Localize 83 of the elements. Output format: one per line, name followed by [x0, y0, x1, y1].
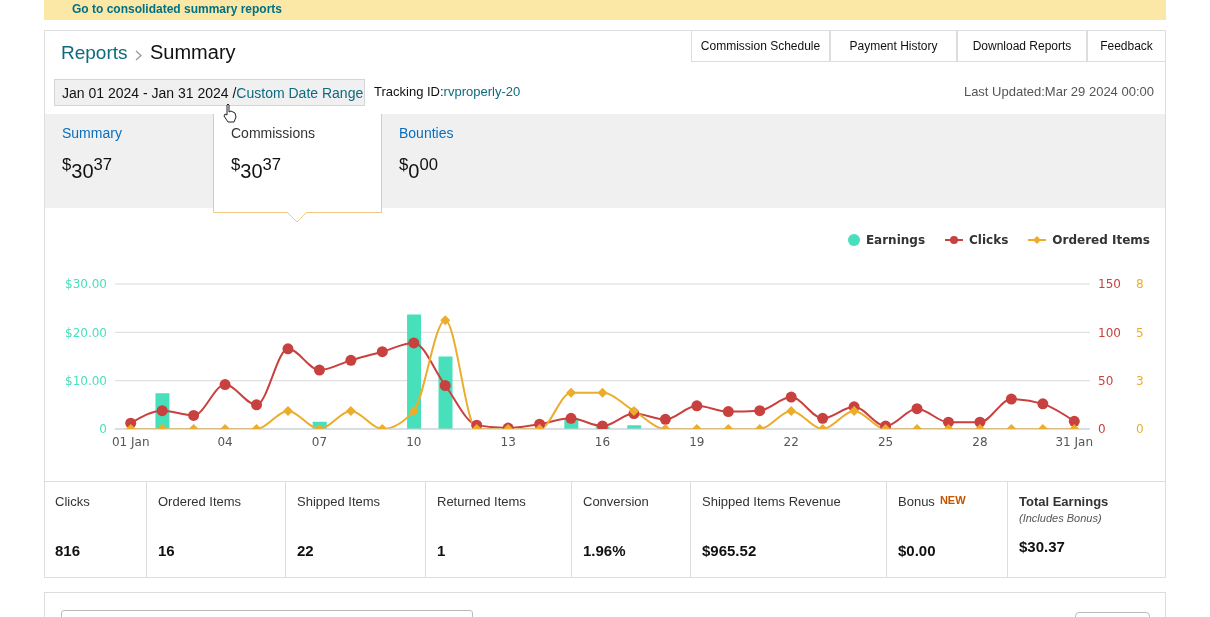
- text: Shipped Items Revenue: [702, 494, 841, 509]
- point: [1005, 393, 1017, 405]
- x-tick-label: 13: [500, 434, 516, 449]
- point: [313, 364, 325, 376]
- y2-tick-label: 0: [1098, 422, 1106, 437]
- legend-label: Earnings: [864, 233, 926, 247]
- point: [251, 399, 263, 411]
- point: [691, 400, 703, 412]
- text: NEW: [939, 494, 966, 506]
- point: [659, 413, 671, 425]
- x-tick-label: 25: [877, 434, 894, 449]
- x-tick-label: 28: [972, 434, 988, 449]
- legend-label: Ordered Items: [1051, 233, 1150, 247]
- text: Returned Items: [437, 494, 526, 509]
- x-tick-label: 04: [217, 434, 233, 449]
- text: 22: [297, 542, 314, 559]
- y-tick-label: 0: [99, 422, 107, 437]
- text: Total Earnings: [1019, 494, 1109, 509]
- point: [911, 403, 923, 415]
- text: Go to consolidated summary reports: [72, 2, 283, 16]
- text: Summary: [150, 41, 236, 63]
- x-tick-label: 07: [311, 434, 328, 449]
- point: [188, 409, 200, 421]
- text: 16: [158, 542, 175, 559]
- point: [754, 405, 766, 417]
- point: [376, 346, 388, 358]
- legend-label: Clicks: [968, 233, 1009, 247]
- point: [597, 420, 608, 429]
- text: Commission Schedule: [700, 39, 821, 53]
- text: Jan 01 2024 - Jan 31 2024 /: [62, 84, 237, 101]
- point: [722, 406, 734, 418]
- point: [785, 391, 797, 403]
- y-tick-label: $10.00: [65, 373, 107, 388]
- x-tick-label: 01 Jan: [111, 434, 150, 449]
- point: [1037, 398, 1049, 410]
- text: Ordered Items: [158, 494, 242, 509]
- y3-tick-label: 3: [1136, 373, 1144, 388]
- text: $0.00: [898, 542, 936, 559]
- text: $^{$}$0$^{00}$: [399, 155, 438, 182]
- text: Feedback: [1100, 39, 1153, 53]
- y2-tick-label: 50: [1098, 373, 1114, 388]
- text: Shipped Items: [297, 494, 381, 509]
- text: Custom Date Range: [236, 84, 364, 101]
- text: Tracking ID:: [374, 84, 444, 99]
- y3-tick-label: 8: [1136, 277, 1144, 292]
- point: [282, 343, 294, 355]
- text: $^{$}$30$^{37}$: [231, 155, 282, 182]
- text: (Includes Bonus): [1019, 512, 1102, 524]
- text: $30.37: [1019, 538, 1065, 555]
- text: rvproperly-20: [443, 84, 521, 99]
- point: [219, 379, 231, 391]
- point: [439, 380, 451, 391]
- y3-tick-label: 5: [1136, 325, 1144, 340]
- y2-tick-label: 100: [1098, 325, 1121, 340]
- x-tick-label: 10: [406, 434, 422, 449]
- text: Conversion: [583, 494, 649, 509]
- point: [565, 412, 577, 424]
- text: Bounties: [399, 125, 454, 141]
- y-tick-label: $20.00: [65, 325, 107, 340]
- x-tick-label: 22: [783, 434, 799, 449]
- point: [345, 354, 357, 366]
- text: Payment History: [849, 39, 938, 53]
- text: Reports: [61, 42, 128, 63]
- text: 1: [437, 542, 446, 559]
- text: $965.52: [702, 542, 757, 559]
- x-tick-label: 31 Jan: [1055, 434, 1094, 449]
- point: [817, 412, 829, 424]
- y3-tick-label: 0: [1136, 422, 1144, 437]
- y2-tick-label: 150: [1098, 277, 1121, 292]
- x-tick-label: 16: [594, 434, 611, 449]
- text: $^{$}$30$^{37}$: [62, 155, 113, 182]
- text: Commissions: [231, 125, 316, 141]
- point: [1068, 415, 1080, 427]
- text: Last Updated:Mar 29 2024 00:00: [963, 84, 1154, 99]
- y-tick-label: $30.00: [65, 277, 107, 292]
- text: Summary: [62, 125, 122, 141]
- text: Clicks: [55, 494, 90, 509]
- text: Bonus: [898, 494, 935, 509]
- x-tick-label: 19: [689, 434, 705, 449]
- text: 1.96%: [583, 542, 626, 559]
- point: [408, 337, 420, 349]
- text: 816: [55, 542, 81, 559]
- text: Download Reports: [972, 39, 1072, 53]
